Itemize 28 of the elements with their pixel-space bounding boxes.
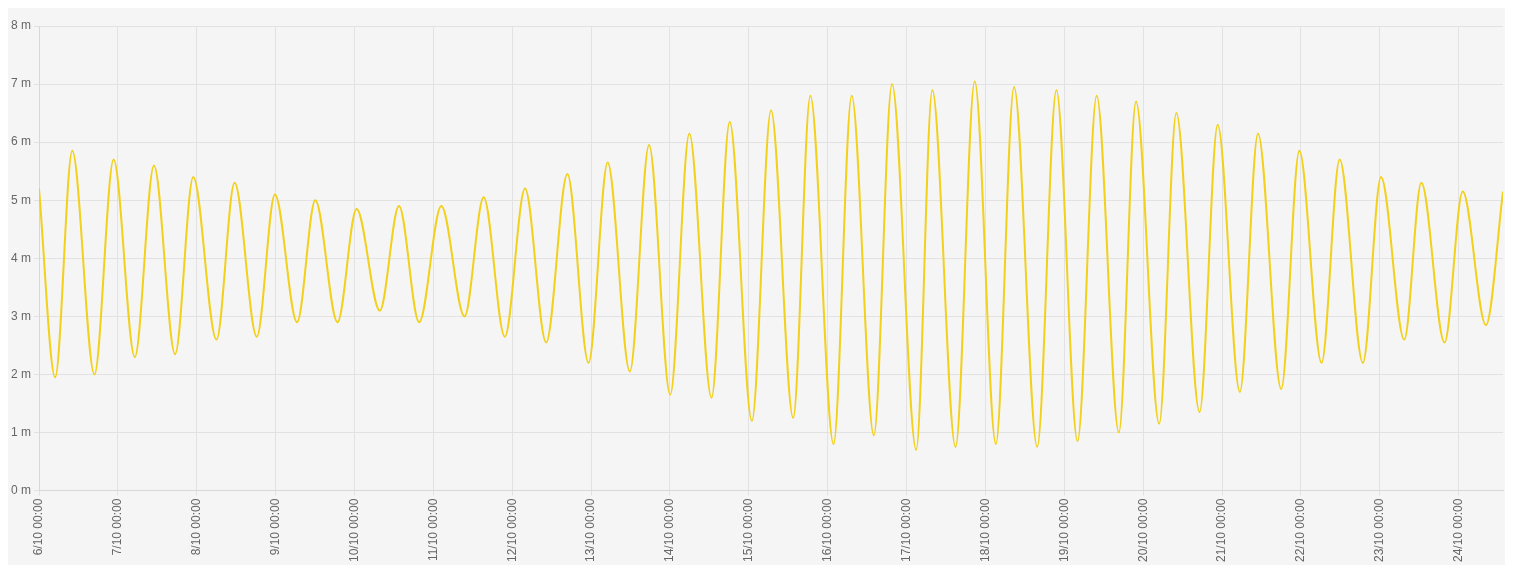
y-tick-label: 4 m xyxy=(10,250,31,265)
y-tick-label: 6 m xyxy=(10,134,31,149)
x-tick-label: 7/10 00:00 xyxy=(110,498,125,556)
x-tick-label: 9/10 00:00 xyxy=(267,498,282,556)
x-tick-label: 15/10 00:00 xyxy=(741,498,756,563)
x-tick-label: 22/10 00:00 xyxy=(1293,498,1308,563)
y-tick-label: 1 m xyxy=(10,424,31,439)
y-tick-label: 2 m xyxy=(10,366,31,381)
x-tick-label: 18/10 00:00 xyxy=(977,498,992,563)
x-tick-label: 19/10 00:00 xyxy=(1056,498,1071,563)
x-tick-label: 23/10 00:00 xyxy=(1372,498,1387,563)
y-tick-label: 7 m xyxy=(10,76,31,91)
x-tick-label: 20/10 00:00 xyxy=(1135,498,1150,563)
x-tick-label: 12/10 00:00 xyxy=(504,498,519,563)
x-tick-label: 14/10 00:00 xyxy=(662,498,677,563)
x-tick-label: 10/10 00:00 xyxy=(346,498,361,563)
y-tick-label: 0 m xyxy=(10,482,31,497)
y-tick-label: 5 m xyxy=(10,192,31,207)
x-tick-label: 11/10 00:00 xyxy=(425,498,440,562)
x-tick-label: 8/10 00:00 xyxy=(189,498,204,556)
y-tick-label: 3 m xyxy=(10,308,31,323)
x-tick-label: 21/10 00:00 xyxy=(1214,498,1229,563)
x-tick-label: 17/10 00:00 xyxy=(898,498,913,563)
x-tick-label: 13/10 00:00 xyxy=(583,498,598,563)
x-tick-label: 6/10 00:00 xyxy=(31,498,46,556)
x-tick-label: 24/10 00:00 xyxy=(1451,498,1466,563)
x-tick-label: 16/10 00:00 xyxy=(820,498,835,563)
y-tick-label: 8 m xyxy=(10,18,31,33)
